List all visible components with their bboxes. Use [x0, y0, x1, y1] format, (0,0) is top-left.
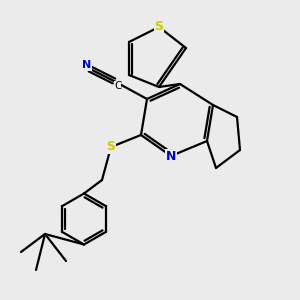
Text: N: N	[82, 60, 91, 70]
Text: N: N	[166, 149, 176, 163]
Text: S: S	[106, 140, 116, 154]
Text: C: C	[114, 81, 121, 92]
Text: S: S	[154, 20, 164, 34]
